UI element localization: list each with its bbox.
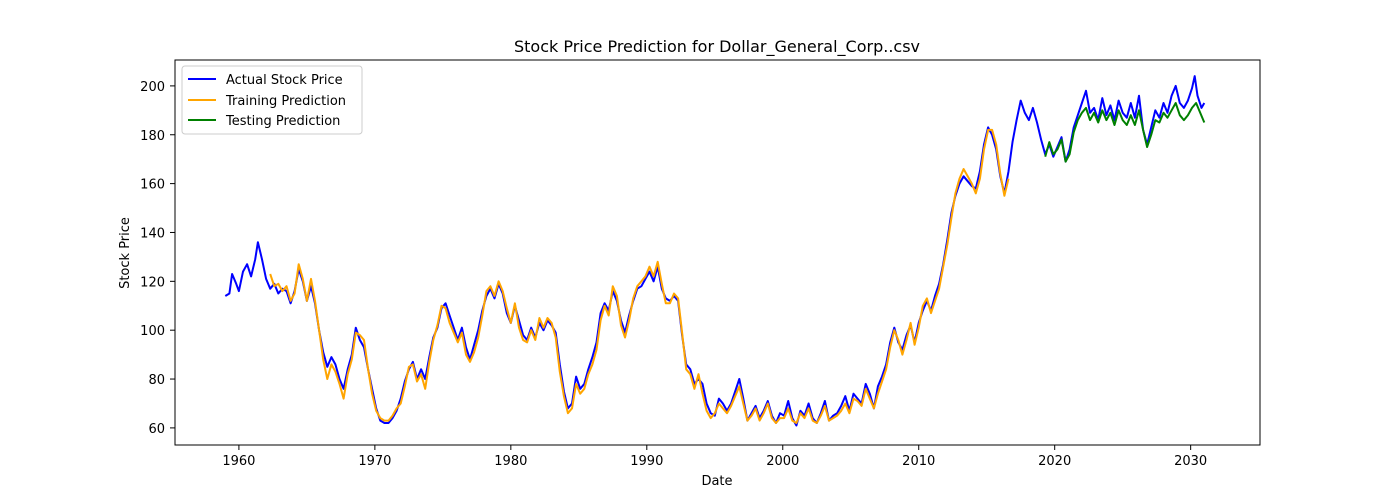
series-line-2 xyxy=(1044,102,1206,163)
x-tick-label: 1970 xyxy=(358,454,391,469)
y-tick-label: 80 xyxy=(148,373,165,388)
legend-label-actual: Actual Stock Price xyxy=(226,73,343,88)
y-axis-label: Stock Price xyxy=(118,217,133,289)
legend-label-training: Training Prediction xyxy=(225,94,346,109)
chart-title: Stock Price Prediction for Dollar_Genera… xyxy=(514,37,920,57)
x-tick-label: 1960 xyxy=(222,454,255,469)
x-tick-label: 2010 xyxy=(902,454,935,469)
legend-frame xyxy=(181,65,363,135)
x-tick-label: 1990 xyxy=(630,454,663,469)
y-tick-label: 200 xyxy=(140,80,165,95)
legend-label-testing: Testing Prediction xyxy=(225,114,340,129)
series-line-1 xyxy=(269,128,1010,424)
x-tick-label: 2000 xyxy=(766,454,799,469)
x-tick-label: 2020 xyxy=(1038,454,1071,469)
y-tick-label: 140 xyxy=(140,226,165,241)
x-tick-label: 1980 xyxy=(494,454,527,469)
plot-frame xyxy=(174,59,1261,446)
series-layer xyxy=(224,75,1206,427)
ticks-layer: 1960 1970 1980 1990 2000 2010 2020 2030 60 80 100 1… xyxy=(140,80,1207,469)
y-tick-label: 180 xyxy=(140,129,165,144)
y-tick-label: 120 xyxy=(140,275,165,290)
x-axis-label: Date xyxy=(701,474,732,489)
x-tick-label: 2030 xyxy=(1174,454,1207,469)
y-tick-label: 100 xyxy=(140,324,165,339)
legend: Actual Stock Price Training Prediction T… xyxy=(181,65,363,135)
series-line-0 xyxy=(224,75,1206,427)
y-tick-label: 60 xyxy=(148,422,165,437)
y-tick-label: 160 xyxy=(140,178,165,193)
